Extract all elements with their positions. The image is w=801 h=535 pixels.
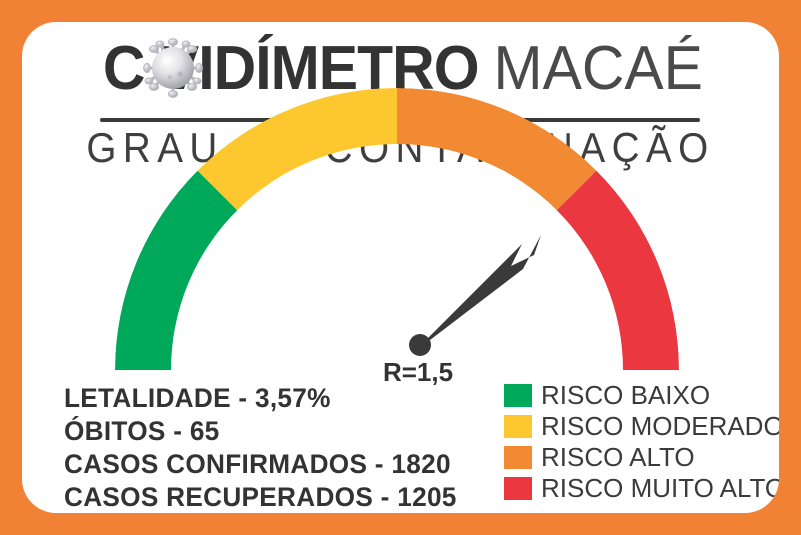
page-subtitle: GRAU DE CONTAMINAÇÃO bbox=[86, 124, 715, 171]
title-light: MACAÉ bbox=[493, 34, 703, 103]
legend-item-risco-muito-alto: RISCO MUITO ALTO bbox=[504, 473, 779, 503]
stat-casos-recuperados: CASOS RECUPERADOS - 1205 bbox=[64, 482, 457, 512]
stat-casos-confirmados: CASOS CONFIRMADOS - 1820 bbox=[64, 449, 451, 479]
legend-label-risco-muito-alto: RISCO MUITO ALTO bbox=[541, 473, 779, 503]
gauge-value-label: R=1,5 bbox=[382, 357, 454, 387]
risk-legend: RISCO BAIXO RISCO MODERADO RISCO ALTO RI… bbox=[504, 380, 779, 505]
legend-swatch-red bbox=[504, 477, 532, 500]
title-block: C VIDÍMETRO MACAÉ bbox=[22, 38, 779, 172]
legend-label-risco-baixo: RISCO BAIXO bbox=[541, 380, 711, 410]
legend-swatch-green bbox=[504, 384, 532, 407]
title-underline bbox=[100, 118, 700, 122]
gauge-needle bbox=[409, 235, 541, 356]
stat-obitos: ÓBITOS - 65 bbox=[64, 416, 220, 446]
sector-green bbox=[115, 170, 397, 370]
legend-label-risco-moderado: RISCO MODERADO bbox=[541, 411, 779, 441]
sector-red bbox=[397, 170, 679, 370]
title-bold: C VIDÍMETRO bbox=[102, 34, 479, 103]
legend-swatch-yellow bbox=[504, 415, 532, 438]
legend-item-risco-alto: RISCO ALTO bbox=[504, 442, 774, 472]
stat-letalidade: LETALIDADE - 3,57% bbox=[64, 383, 331, 413]
gauge-step-caps bbox=[185, 171, 241, 258]
legend-label-risco-alto: RISCO ALTO bbox=[541, 442, 695, 472]
poster-card: C VIDÍMETRO MACAÉ bbox=[22, 22, 779, 513]
stats-list: LETALIDADE - 3,57% ÓBITOS - 65 CASOS CON… bbox=[64, 383, 464, 513]
legend-item-risco-moderado: RISCO MODERADO bbox=[504, 411, 779, 441]
legend-item-risco-baixo: RISCO BAIXO bbox=[504, 380, 774, 410]
title-line: C VIDÍMETRO MACAÉ bbox=[93, 38, 709, 100]
legend-swatch-orange bbox=[504, 446, 532, 469]
